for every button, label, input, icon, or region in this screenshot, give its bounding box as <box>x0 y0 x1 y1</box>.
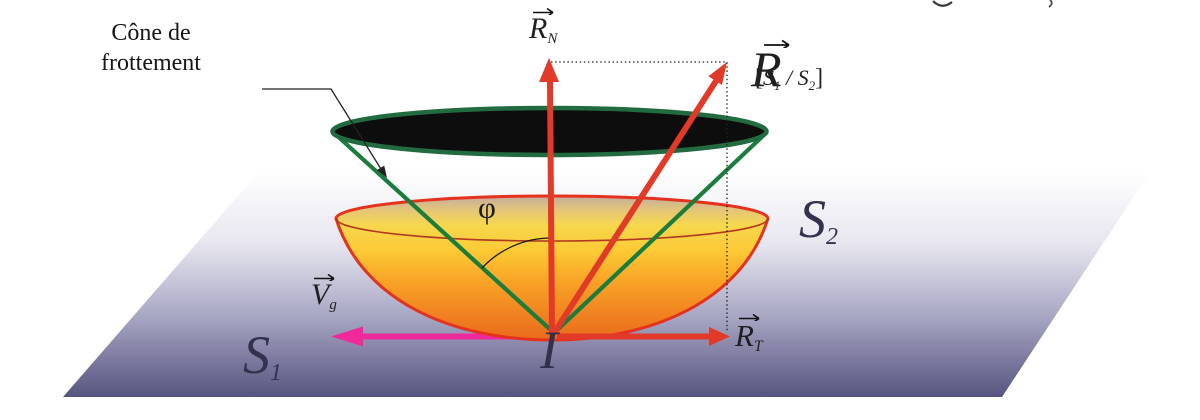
cone-caption-line2: frottement <box>101 50 201 76</box>
r-n-subscript: N <box>547 31 558 48</box>
label-solid-s2: S2 <box>799 189 838 249</box>
phi-angle-arc <box>481 237 553 269</box>
v-g-subscript: g <box>329 297 337 314</box>
label-total-reaction: R [S1 / S2] <box>751 36 823 97</box>
label-tangential-reaction: RT <box>735 312 763 355</box>
total-reaction-arrow <box>551 62 727 335</box>
label-contact-point-i: I <box>540 320 558 380</box>
label-phi-angle: φ <box>478 190 496 225</box>
s2-subscript: 2 <box>826 223 838 250</box>
caption-leader-arrow <box>262 88 387 178</box>
label-solid-s1: S1 <box>243 325 282 385</box>
cropped-text-fragment-2 <box>1048 0 1053 8</box>
v-g-letter: V <box>311 278 330 311</box>
r-global-letter: R <box>751 41 782 97</box>
friction-cone-right-edge <box>552 131 768 335</box>
cone-caption-line1: Cône de <box>111 20 191 46</box>
r-t-subscript: T <box>753 338 763 356</box>
projection-dotted-line <box>551 61 728 332</box>
s1-subscript: 1 <box>270 359 282 386</box>
s2-letter: S <box>799 189 826 249</box>
label-normal-reaction: RN <box>529 5 558 48</box>
friction-cone-left-edge <box>331 130 556 335</box>
s1-letter: S <box>243 325 270 385</box>
vector-arrow-icon <box>314 273 335 281</box>
vector-arrow-icon <box>739 313 760 321</box>
vector-arrow-icon <box>533 7 554 15</box>
cone-caption: Cône de frottement <box>56 18 246 78</box>
r-n-letter: R <box>529 12 548 45</box>
r-global-subscript: [S1 / S2] <box>755 65 824 93</box>
label-sliding-velocity: Vg <box>311 272 337 314</box>
vector-arrow-icon <box>764 39 790 48</box>
normal-reaction-arrow <box>539 58 559 334</box>
tangential-reaction-arrow <box>557 327 730 346</box>
r-t-letter: R <box>735 318 754 353</box>
cropped-text-fragment-1 <box>932 0 953 7</box>
